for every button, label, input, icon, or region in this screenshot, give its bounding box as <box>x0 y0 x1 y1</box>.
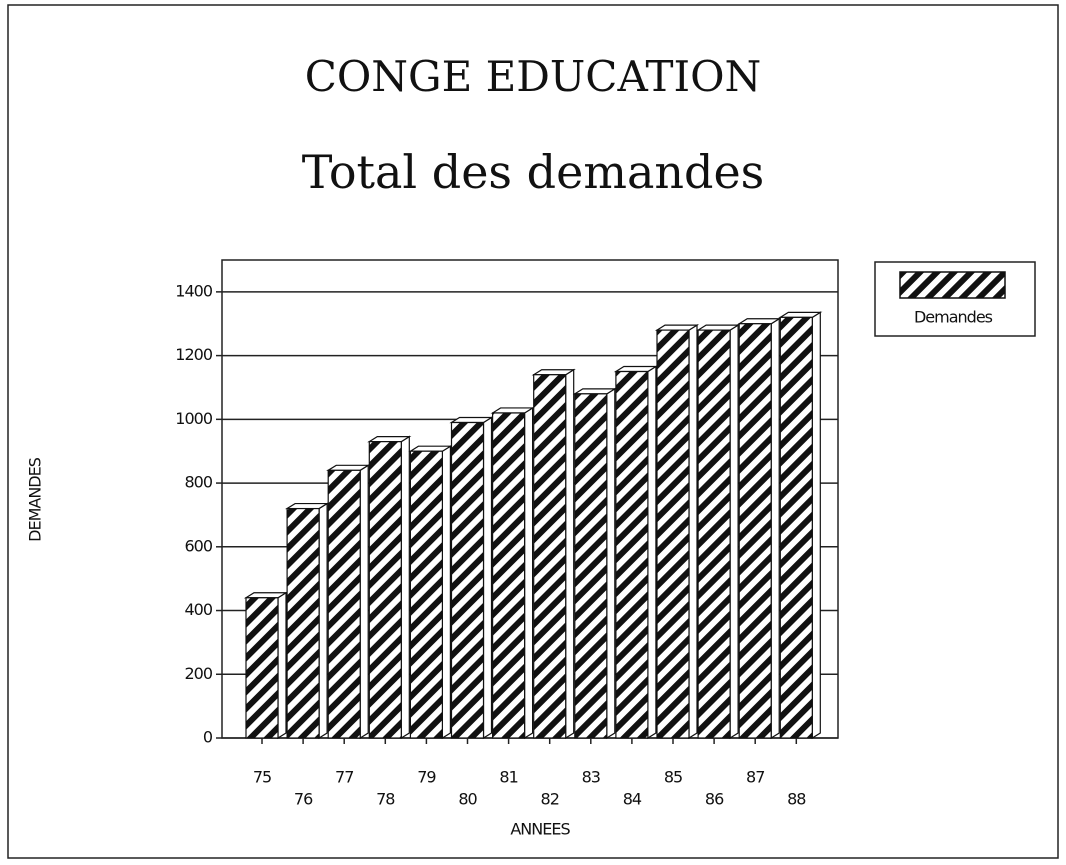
bar-side <box>482 416 493 740</box>
y-axis-label: DEMANDES <box>26 457 45 542</box>
bar-top <box>778 311 823 318</box>
bar-side <box>565 368 575 740</box>
x-tick-label: 82 <box>541 790 559 809</box>
y-tick-label: 600 <box>184 536 212 555</box>
bar-top <box>572 388 617 395</box>
bar-top <box>490 407 535 414</box>
bar <box>368 441 402 739</box>
x-tick-label: 75 <box>253 768 271 787</box>
bar <box>697 329 731 739</box>
y-tick-label: 400 <box>184 600 212 619</box>
chart-subtitle: Total des demandes <box>302 145 765 199</box>
x-tick-label: 87 <box>746 768 764 787</box>
bar-top <box>531 369 576 376</box>
bar-top <box>654 324 700 331</box>
bar-top <box>326 464 371 471</box>
x-tick-label: 88 <box>787 790 806 809</box>
bar-top <box>408 445 453 452</box>
x-tick-label: 79 <box>417 768 436 787</box>
x-tick-label: 83 <box>582 768 600 787</box>
x-tick-label: 81 <box>499 768 517 787</box>
legend-swatch <box>899 271 1006 299</box>
x-tick-label: 86 <box>705 790 724 809</box>
bar-top <box>243 592 289 599</box>
bar <box>245 597 279 739</box>
plot-frame <box>221 259 839 739</box>
bar <box>615 370 649 739</box>
bar-top <box>737 318 782 325</box>
bar-side <box>729 324 739 740</box>
bar <box>533 374 567 739</box>
x-tick-label: 77 <box>335 768 353 787</box>
bar-side <box>811 311 821 740</box>
bar <box>327 469 361 739</box>
bar-top <box>285 502 330 510</box>
y-tick-label: 1000 <box>175 409 213 428</box>
bar-side <box>277 591 287 740</box>
bar-top <box>367 436 412 443</box>
bar <box>779 316 813 739</box>
frame <box>7 4 1059 859</box>
bar <box>492 412 526 739</box>
bar-side <box>318 502 328 740</box>
x-tick-label: 80 <box>458 790 477 809</box>
bar-top <box>613 365 658 373</box>
x-tick-label: 78 <box>376 790 395 809</box>
bar-side <box>606 387 616 740</box>
x-tick-label: 84 <box>623 790 642 809</box>
bar-side <box>441 445 451 740</box>
bar <box>738 323 772 739</box>
x-tick-label: 85 <box>664 768 682 787</box>
bar-side <box>359 464 369 740</box>
bar-side <box>647 365 657 740</box>
bar <box>286 507 320 739</box>
legend-label: Demandes <box>914 308 993 327</box>
bar <box>450 421 485 739</box>
bar-top <box>696 324 741 331</box>
bar-top <box>449 416 494 424</box>
bar <box>409 450 443 739</box>
y-tick-label: 800 <box>184 473 212 492</box>
y-tick-label: 1200 <box>175 345 213 364</box>
bar-side <box>523 406 534 740</box>
x-tick-label: 76 <box>294 790 313 809</box>
y-tick-label: 0 <box>203 728 213 747</box>
y-tick-label: 1400 <box>175 281 213 300</box>
bar-side <box>688 324 698 740</box>
bar-side <box>770 317 780 740</box>
x-axis-label: ANNEES <box>510 820 570 839</box>
y-tick-label: 200 <box>184 664 212 683</box>
bar-side <box>400 435 410 740</box>
chart-title: CONGE EDUCATION <box>305 52 762 101</box>
bar <box>574 393 608 739</box>
bar <box>656 329 690 739</box>
